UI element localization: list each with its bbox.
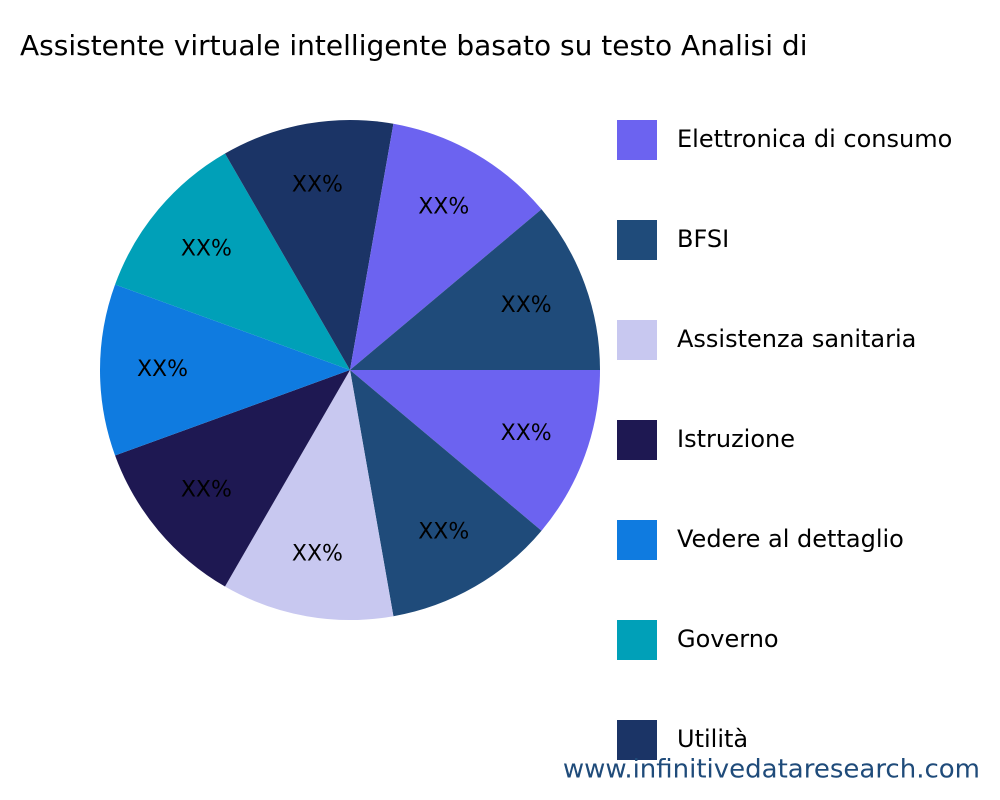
legend-label: BFSI bbox=[677, 225, 729, 253]
pie-slice bbox=[99, 284, 350, 456]
legend-label: Assistenza sanitaria bbox=[677, 325, 916, 353]
pie-slice bbox=[115, 153, 350, 370]
data-label: XX% bbox=[501, 293, 552, 318]
pie-slice bbox=[225, 120, 394, 371]
legend-swatch bbox=[617, 120, 657, 160]
legend-swatch bbox=[617, 520, 657, 560]
pie-slice bbox=[115, 370, 350, 587]
data-label: XX% bbox=[418, 195, 469, 220]
pie-slice bbox=[350, 370, 600, 531]
legend-label: Governo bbox=[677, 625, 779, 653]
legend-swatch bbox=[617, 220, 657, 260]
data-label: XX% bbox=[292, 542, 343, 567]
pie-slice bbox=[350, 123, 542, 370]
legend-swatch bbox=[617, 620, 657, 660]
legend-swatch bbox=[617, 420, 657, 460]
data-label: XX% bbox=[418, 519, 469, 544]
legend-label: Istruzione bbox=[677, 425, 795, 453]
legend-swatch bbox=[617, 720, 657, 760]
pie-slice bbox=[350, 209, 600, 370]
data-label: XX% bbox=[137, 357, 188, 382]
data-label: XX% bbox=[292, 172, 343, 197]
watermark: www.infinitivedataresearch.com bbox=[563, 755, 980, 785]
pie-slice bbox=[225, 370, 394, 621]
chart-title: Assistente virtuale intelligente basato … bbox=[20, 29, 808, 62]
legend-label: Utilità bbox=[677, 725, 748, 753]
pie-slice bbox=[350, 370, 542, 617]
data-label: XX% bbox=[501, 421, 552, 446]
legend-label: Vedere al dettaglio bbox=[677, 525, 904, 553]
legend-swatch bbox=[617, 320, 657, 360]
data-label: XX% bbox=[181, 236, 232, 261]
data-label: XX% bbox=[181, 478, 232, 503]
legend-label: Elettronica di consumo bbox=[677, 125, 952, 153]
